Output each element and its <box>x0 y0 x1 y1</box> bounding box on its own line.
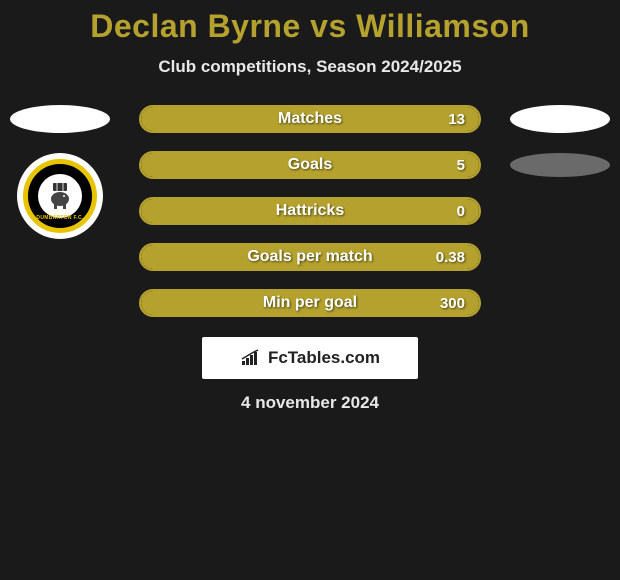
stat-row: Matches 13 <box>0 105 620 133</box>
stat-label: Hattricks <box>141 202 479 220</box>
stat-label: Matches <box>141 110 479 128</box>
stat-bar: Hattricks 0 <box>139 197 481 225</box>
player1-ellipse <box>10 105 110 133</box>
stat-bar: Goals per match 0.38 <box>139 243 481 271</box>
brand-text: FcTables.com <box>268 348 380 368</box>
stat-row: Goals per match 0.38 <box>0 243 620 271</box>
player2-ellipse-2 <box>510 153 610 177</box>
stat-bar: Min per goal 300 <box>139 289 481 317</box>
right-ellipse-wrap <box>500 153 620 177</box>
stat-label: Goals per match <box>141 248 479 266</box>
stat-value: 300 <box>440 295 465 312</box>
player1-name: Declan Byrne <box>90 8 301 44</box>
stat-value: 13 <box>448 111 465 128</box>
stat-row: Hattricks 0 <box>0 197 620 225</box>
stat-value: 0 <box>457 203 465 220</box>
stat-row: Goals 5 <box>0 151 620 179</box>
stat-value: 5 <box>457 157 465 174</box>
infographic-container: Declan Byrne vs Williamson Club competit… <box>0 0 620 413</box>
player2-name: Williamson <box>356 8 530 44</box>
stat-label: Goals <box>141 156 479 174</box>
player2-ellipse <box>510 105 610 133</box>
chart-icon <box>240 349 262 367</box>
right-ellipse-wrap <box>500 105 620 133</box>
stat-bar: Goals 5 <box>139 151 481 179</box>
vs-text: vs <box>310 8 347 44</box>
left-ellipse-wrap <box>0 105 120 133</box>
date-text: 4 november 2024 <box>0 393 620 413</box>
stat-row: Min per goal 300 <box>0 289 620 317</box>
stat-value: 0.38 <box>436 249 465 266</box>
stat-label: Min per goal <box>141 294 479 312</box>
page-title: Declan Byrne vs Williamson <box>0 8 620 45</box>
brand-logo: FcTables.com <box>240 348 380 368</box>
stats-area: DUMBARTON F.C. Matches 13 Goals 5 <box>0 105 620 317</box>
subtitle: Club competitions, Season 2024/2025 <box>0 57 620 77</box>
stat-bar: Matches 13 <box>139 105 481 133</box>
brand-logo-box: FcTables.com <box>202 337 418 379</box>
